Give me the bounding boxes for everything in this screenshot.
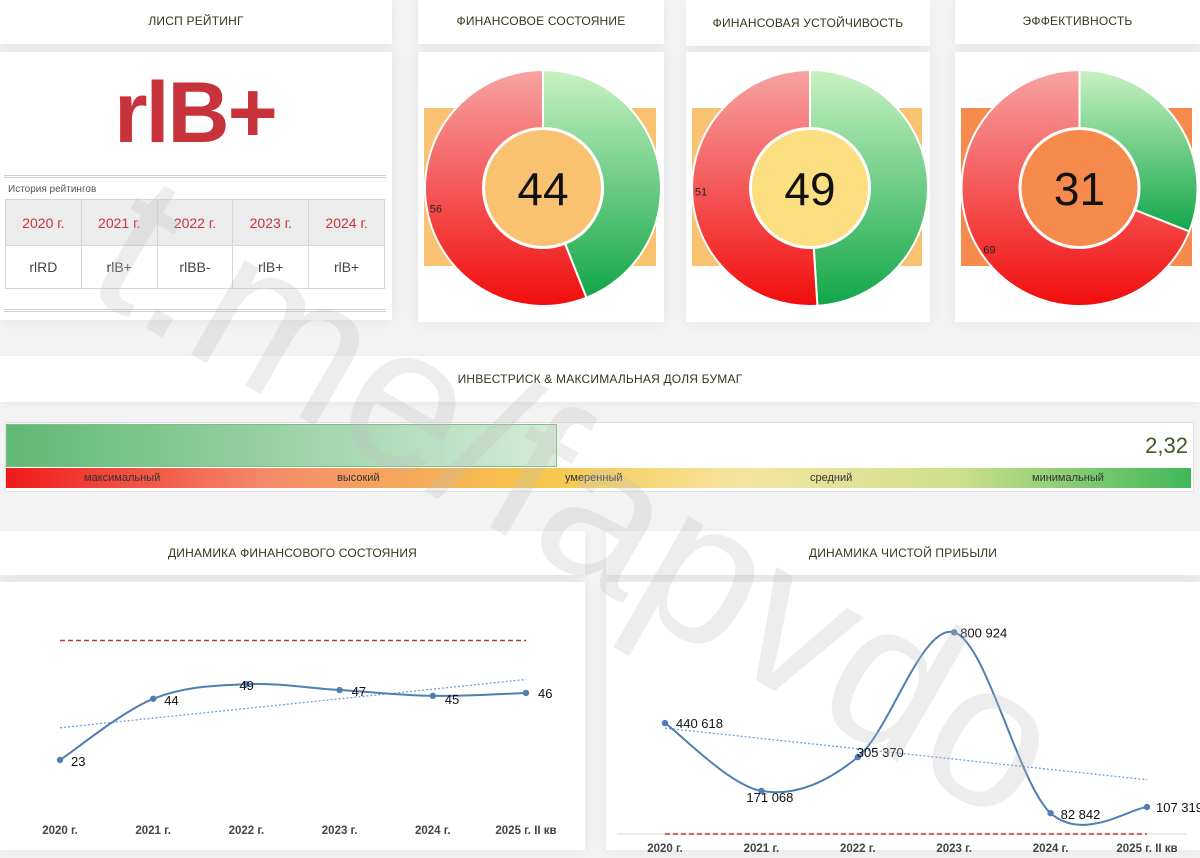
divider — [4, 309, 386, 312]
data-point — [758, 787, 765, 795]
gauge-stability: 49 51 — [686, 52, 930, 322]
gauge-header-financial-state: ФИНАНСОВОЕ СОСТОЯНИЕ — [418, 0, 664, 44]
gauge-svg: 49 51 — [691, 68, 929, 307]
gauge-center — [1019, 128, 1140, 248]
gauge-score-label: 49 — [784, 163, 835, 215]
history-value: rlBB- — [156, 245, 234, 289]
risk-header: ИНВЕСТРИСК & МАКСИМАЛЬНАЯ ДОЛЯ БУМАГ — [0, 356, 1200, 402]
data-label: 440 618 — [676, 716, 723, 731]
data-point — [56, 756, 64, 764]
rating-header-label: ЛИСП РЕЙТИНГ — [148, 14, 244, 28]
history-value: rlB+ — [80, 245, 158, 289]
gauge-title: ЭФФЕКТИВНОСТЬ — [1022, 14, 1133, 28]
history-year: 2024 г. — [308, 199, 385, 246]
x-tick-label: 2023 г. — [322, 825, 358, 837]
trendline — [664, 727, 1148, 781]
gauge-title: ФИНАНСОВОЕ СОСТОЯНИЕ — [456, 14, 626, 28]
x-tick-label: 2022 г. — [229, 825, 265, 837]
data-label: 82 842 — [1061, 807, 1101, 822]
gauge-rest-label: 56 — [430, 203, 442, 215]
data-point — [1143, 803, 1151, 811]
x-tick-label: 2022 г. — [840, 843, 876, 855]
data-label: 47 — [352, 684, 366, 699]
x-tick-label: 2020 г. — [42, 825, 78, 837]
data-point — [1047, 809, 1054, 817]
x-tick-label: 2025 г. II кв — [495, 825, 556, 837]
x-tick-label: 2021 г. — [744, 843, 780, 855]
history-year: 2023 г. — [232, 199, 310, 246]
chart-panel-net-profit — [606, 582, 1200, 850]
data-label: 171 068 — [746, 790, 793, 805]
gauge-header-efficiency: ЭФФЕКТИВНОСТЬ — [955, 0, 1200, 44]
history-year: 2022 г. — [156, 199, 234, 246]
data-point — [522, 689, 530, 697]
gauge-title: ФИНАНСОВАЯ УСТОЙЧИВОСТЬ — [712, 16, 904, 30]
data-point — [951, 629, 958, 636]
chart-header-financial-state: ДИНАМИКА ФИНАНСОВОГО СОСТОЯНИЯ — [0, 531, 585, 575]
risk-value: 2,32 — [1145, 433, 1188, 458]
gauge-rest-label: 69 — [983, 244, 995, 256]
x-tick-label: 2020 г. — [647, 843, 683, 855]
risk-scale-label: высокий — [337, 472, 380, 484]
x-tick-label: 2024 г. — [1033, 843, 1069, 855]
history-year: 2020 г. — [5, 199, 82, 246]
current-rating: rlB+ — [114, 65, 278, 161]
risk-scale-label: максимальный — [84, 472, 161, 484]
chart-panel-financial-state — [0, 582, 585, 850]
data-point — [150, 695, 157, 702]
history-value: rlRD — [5, 245, 82, 289]
data-label: 44 — [164, 693, 178, 708]
rating-history-caption: История рейтингов — [8, 184, 97, 195]
gauge-center — [483, 128, 603, 248]
gauge-financial-state: 44 56 — [418, 52, 664, 322]
data-label: 800 924 — [960, 625, 1007, 640]
gauge-efficiency: 31 69 — [955, 52, 1200, 322]
data-point — [336, 686, 343, 694]
history-value: rlB+ — [232, 245, 310, 289]
gauge-svg: 31 69 — [960, 68, 1199, 307]
gauge-svg: 44 56 — [424, 68, 663, 307]
data-label: 46 — [538, 686, 552, 701]
chart-title: ДИНАМИКА ФИНАНСОВОГО СОСТОЯНИЯ — [167, 546, 418, 560]
data-label: 305 370 — [857, 745, 904, 760]
chart-financial-state: 23 44 49 47 45 46 2020 г. 2021 г. 2022 г. 2023 г.… — [42, 639, 557, 837]
rating-history-table: 2020 г. 2021 г. 2022 г. 2023 г. 2024 г. … — [5, 199, 385, 289]
risk-scale-label: умеренный — [565, 472, 623, 484]
data-label: 49 — [239, 678, 253, 693]
data-point — [429, 692, 436, 700]
x-tick-label: 2025 г. II кв — [1116, 843, 1177, 855]
data-label: 23 — [71, 754, 85, 769]
series-line — [664, 631, 1148, 826]
history-year: 2021 г. — [80, 199, 158, 246]
risk-scale-label: средний — [810, 472, 853, 484]
chart-net-profit: 440 618 171 068 305 370 800 924 82 842 107 31… — [617, 625, 1200, 855]
rating-header: ЛИСП РЕЙТИНГ — [0, 0, 392, 44]
x-tick-label: 2021 г. — [135, 825, 171, 837]
data-point — [661, 719, 669, 727]
gauge-rest-label: 51 — [695, 186, 707, 198]
divider — [4, 175, 386, 178]
risk-title: ИНВЕСТРИСК & МАКСИМАЛЬНАЯ ДОЛЯ БУМАГ — [457, 372, 743, 386]
data-point — [854, 753, 861, 761]
data-label: 107 319 — [1156, 800, 1200, 815]
chart-title: ДИНАМИКА ЧИСТОЙ ПРИБЫЛИ — [808, 546, 998, 560]
gauge-header-stability: ФИНАНСОВАЯ УСТОЙЧИВОСТЬ — [686, 0, 930, 46]
x-tick-label: 2024 г. — [415, 825, 451, 837]
series-line — [59, 682, 527, 761]
risk-scale — [6, 468, 1191, 488]
data-label: 45 — [445, 692, 459, 707]
risk-level-fill — [6, 424, 557, 467]
x-tick-label: 2023 г. — [936, 843, 972, 855]
history-value: rlB+ — [308, 245, 385, 289]
chart-header-net-profit: ДИНАМИКА ЧИСТОЙ ПРИБЫЛИ — [606, 531, 1200, 575]
data-point — [243, 681, 250, 688]
gauge-center — [750, 128, 870, 248]
gauge-score-label: 31 — [1054, 163, 1105, 215]
risk-scale-label: минимальный — [1032, 472, 1104, 484]
gauge-score-label: 44 — [517, 163, 568, 215]
